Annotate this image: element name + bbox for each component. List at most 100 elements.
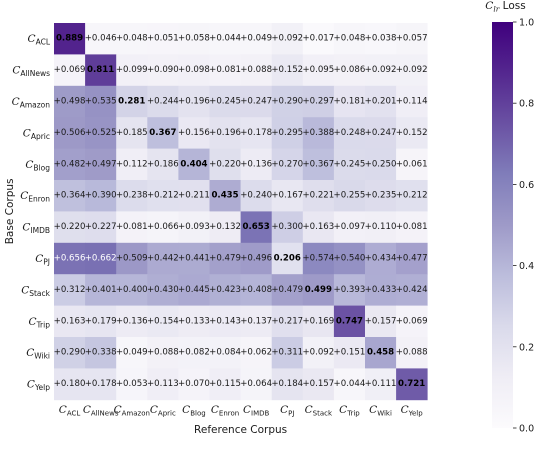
heatmap-cell [333, 305, 366, 338]
heatmap-cell [365, 148, 397, 181]
cell-value-label: +0.048 [334, 34, 366, 44]
cell-value-label: +0.312 [54, 285, 86, 295]
heatmap-cell [54, 242, 86, 275]
heatmap-cell [209, 148, 241, 181]
heatmap-cell [333, 85, 366, 118]
cell-value-label: +0.297 [302, 97, 334, 107]
cell-value-label: +0.295 [271, 128, 303, 138]
heatmap-cell [240, 211, 273, 244]
cell-value-label: +0.479 [209, 254, 241, 264]
cell-value-label: 0.458 [367, 348, 394, 358]
heatmap-cell [178, 23, 210, 55]
cell-value-label: +0.212 [396, 191, 428, 201]
cell-value-label: 0.747 [336, 316, 363, 326]
heatmap-cell [365, 242, 397, 275]
cell-value-label: 0.367 [149, 128, 176, 138]
cell-value-label: +0.062 [240, 348, 272, 358]
cell-value-label: +0.535 [85, 97, 117, 107]
heatmap-cell [116, 23, 148, 55]
cell-value-label: +0.097 [334, 222, 366, 232]
cell-value-label: +0.088 [147, 348, 179, 358]
cell-value-label: +0.185 [116, 128, 148, 138]
cell-value-label: +0.662 [85, 254, 117, 264]
cell-value-label: +0.038 [365, 34, 397, 44]
heatmap-cell [85, 85, 117, 118]
heatmap-cell [116, 242, 148, 275]
heatmap-cell [54, 23, 86, 55]
heatmap-cell [240, 23, 273, 55]
cell-value-label: +0.070 [178, 379, 210, 389]
cell-value-label: +0.656 [54, 254, 86, 264]
heatmap-cell [209, 337, 241, 369]
heatmap-cell [178, 274, 210, 306]
heatmap-cell [54, 274, 86, 306]
heatmap-cell [85, 148, 117, 181]
heatmap-cell [178, 117, 210, 149]
cell-value-label: 0.653 [243, 222, 270, 232]
heatmap-cell [147, 117, 179, 149]
cell-value-label: +0.112 [116, 159, 148, 169]
heatmap-cell [271, 305, 304, 338]
cell-value-label: +0.152 [271, 65, 303, 75]
cell-value-label: +0.044 [334, 379, 366, 389]
cell-value-label: +0.423 [209, 285, 241, 295]
cell-value-label: +0.179 [85, 316, 117, 326]
cell-value-label: 0.281 [118, 97, 145, 107]
heatmap-cell [147, 242, 179, 275]
heatmap-cell [333, 23, 366, 55]
y-tick-label: CWiki [26, 347, 50, 361]
cell-value-label: +0.049 [240, 34, 272, 44]
heatmap-cell [271, 117, 304, 149]
cell-value-label: +0.364 [54, 191, 86, 201]
heatmap-cell [54, 211, 86, 244]
cell-value-label: +0.169 [302, 316, 334, 326]
y-tick-label: CPJ [35, 253, 50, 267]
cell-value-label: +0.388 [302, 128, 334, 138]
cell-value-label: +0.110 [365, 222, 397, 232]
heatmap-cell [271, 242, 304, 275]
heatmap-cell [209, 368, 241, 401]
y-tick-label: CIMDB [22, 222, 50, 236]
heatmap-cell [178, 337, 210, 369]
cell-value-label: +0.081 [116, 222, 148, 232]
cell-value-label: +0.137 [240, 316, 272, 326]
cell-value-label: +0.430 [147, 285, 179, 295]
cell-value-label: +0.181 [334, 97, 366, 107]
heatmap-cells: 0.889 +0.046 +0.048 +0.051 +0.058 +0.044 +0.04… [54, 23, 428, 401]
x-tick-label: CEnron [211, 404, 239, 418]
heatmap-cell [240, 242, 273, 275]
cell-value-label: +0.081 [209, 65, 241, 75]
heatmap-cell [147, 274, 179, 306]
cell-value-label: +0.157 [302, 379, 334, 389]
heatmap-cell [396, 305, 428, 338]
heatmap-cell [116, 148, 148, 181]
cell-value-label: +0.093 [178, 222, 210, 232]
cell-value-label: +0.017 [302, 34, 334, 44]
cell-value-label: 0.206 [274, 254, 301, 264]
colorbar-tick-label: 0.4 [519, 261, 534, 272]
heatmap-cell [396, 242, 428, 275]
heatmap-cell [54, 54, 86, 87]
heatmap-cell [365, 274, 397, 306]
cell-value-label: +0.098 [178, 65, 210, 75]
heatmap-cell [271, 274, 304, 306]
cell-value-label: +0.247 [240, 97, 272, 107]
heatmap-cell [333, 368, 366, 401]
cell-value-label: +0.154 [147, 316, 179, 326]
heatmap-cell [240, 85, 273, 118]
cell-value-label: +0.133 [178, 316, 210, 326]
y-tick-label: CACL [28, 33, 51, 47]
cell-value-label: +0.163 [302, 222, 334, 232]
heatmap-cell [209, 23, 241, 55]
cell-value-label: +0.115 [209, 379, 241, 389]
x-tick-label: CAmazon [114, 404, 150, 418]
y-tick-label: CStack [21, 284, 50, 298]
cell-value-label: +0.186 [147, 159, 179, 169]
cell-value-label: +0.044 [209, 34, 241, 44]
cell-value-label: +0.506 [54, 128, 86, 138]
heatmap-cell [365, 337, 397, 369]
heatmap-cell [333, 117, 366, 149]
y-tick-label: CBlog [25, 159, 50, 173]
colorbar-tick-label: 0.6 [519, 180, 534, 191]
cell-value-label: +0.084 [209, 348, 241, 358]
